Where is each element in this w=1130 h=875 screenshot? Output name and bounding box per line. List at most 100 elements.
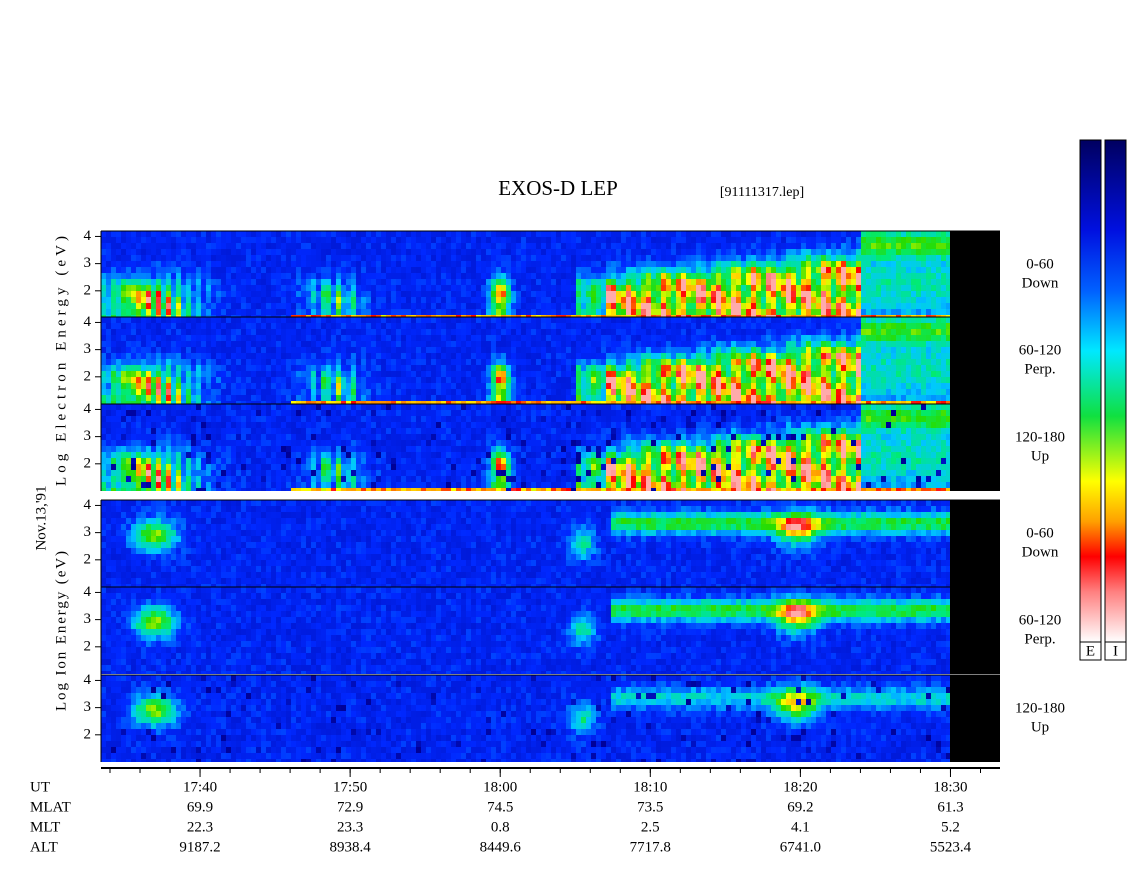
spectrogram-cell	[356, 297, 361, 303]
spectrogram-cell	[171, 389, 176, 395]
spectrogram-cell	[281, 353, 286, 359]
spectrogram-cell	[846, 255, 851, 261]
spectrogram-cell	[821, 261, 826, 267]
spectrogram-cell	[516, 401, 521, 404]
spectrogram-cell	[856, 297, 861, 303]
spectrogram-cell	[511, 237, 516, 243]
spectrogram-cell	[431, 383, 436, 389]
spectrogram-cell	[306, 231, 311, 237]
spectrogram-cell	[631, 309, 636, 315]
spectrogram-cell	[116, 255, 121, 261]
spectrogram-cell	[156, 329, 161, 335]
spectrogram-cell	[161, 329, 166, 335]
spectrogram-cell	[726, 255, 731, 261]
spectrogram-cell	[771, 237, 776, 243]
spectrogram-cell	[356, 303, 361, 309]
spectrogram-cell	[341, 335, 346, 341]
spectrogram-cell	[331, 395, 336, 401]
spectrogram-cell	[471, 329, 476, 335]
spectrogram-cell	[421, 395, 426, 401]
spectrogram-cell	[646, 231, 651, 237]
spectrogram-cell	[311, 291, 316, 297]
spectrogram-cell	[846, 317, 851, 323]
spectrogram-cell	[426, 317, 431, 323]
spectrogram-cell	[181, 231, 186, 237]
spectrogram-cell	[376, 231, 381, 237]
spectrogram-cell	[831, 261, 836, 267]
spectrogram-cell	[811, 347, 816, 353]
spectrogram-cell	[806, 371, 811, 377]
spectrogram-cell	[606, 279, 611, 285]
spectrogram-cell	[871, 353, 876, 359]
spectrogram-cell	[201, 323, 206, 329]
spectrogram-cell	[101, 401, 106, 404]
spectrogram-cell	[931, 285, 936, 291]
spectrogram-cell	[431, 297, 436, 303]
spectrogram-cell	[226, 273, 231, 279]
spectrogram-cell	[611, 303, 616, 309]
spectrogram-cell	[296, 249, 301, 255]
spectrogram-cell	[201, 267, 206, 273]
spectrogram-cell	[281, 309, 286, 315]
spectrogram-cell	[816, 273, 821, 279]
spectrogram-cell	[906, 309, 911, 315]
spectrogram-cell	[331, 365, 336, 371]
spectrogram-cell	[521, 377, 526, 383]
spectrogram-cell	[221, 243, 226, 249]
spectrogram-cell	[556, 377, 561, 383]
spectrogram-cell	[441, 297, 446, 303]
spectrogram-cell	[336, 285, 341, 291]
spectrogram-cell	[871, 297, 876, 303]
spectrogram-cell	[776, 303, 781, 309]
spectrogram-cell	[121, 359, 126, 365]
spectrogram-cell	[736, 285, 741, 291]
spectrogram-cell	[861, 335, 866, 341]
spectrogram-cell	[131, 347, 136, 353]
spectrogram-cell	[191, 389, 196, 395]
spectrogram-cell	[916, 279, 921, 285]
spectrogram-cell	[181, 329, 186, 335]
spectrogram-cell	[161, 341, 166, 347]
spectrogram-cell	[506, 297, 511, 303]
spectrogram-cell	[691, 243, 696, 249]
spectrogram-cell	[861, 353, 866, 359]
spectrogram-cell	[681, 297, 686, 303]
spectrogram-cell	[526, 297, 531, 303]
spectrogram-cell	[636, 261, 641, 267]
spectrogram-cell	[201, 261, 206, 267]
spectrogram-cell	[641, 243, 646, 249]
spectrogram-cell	[866, 341, 871, 347]
spectrogram-cell	[791, 359, 796, 365]
spectrogram-cell	[701, 383, 706, 389]
spectrogram-cell	[791, 371, 796, 377]
spectrogram-cell	[571, 273, 576, 279]
spectrogram-cell	[561, 255, 566, 261]
spectrogram-cell	[396, 365, 401, 371]
spectrogram-cell	[731, 341, 736, 347]
spectrogram-cell	[786, 279, 791, 285]
spectrogram-cell	[176, 365, 181, 371]
spectrogram-cell	[226, 285, 231, 291]
spectrogram-cell	[331, 285, 336, 291]
spectrogram-cell	[406, 285, 411, 291]
spectrogram-cell	[791, 297, 796, 303]
spectrogram-cell	[866, 267, 871, 273]
spectrogram-cell	[581, 303, 586, 309]
spectrogram-cell	[896, 261, 901, 267]
spectrogram-cell	[641, 291, 646, 297]
spectrogram-cell	[571, 389, 576, 395]
spectrogram-cell	[481, 309, 486, 315]
spectrogram-cell	[876, 297, 881, 303]
spectrogram-cell	[226, 395, 231, 401]
spectrogram-cell	[896, 395, 901, 401]
spectrogram-cell	[736, 317, 741, 323]
spectrogram-cell	[441, 309, 446, 315]
spectrogram-cell	[881, 273, 886, 279]
spectrogram-cell	[786, 347, 791, 353]
spectrogram-cell	[136, 347, 141, 353]
spectrogram-cell	[686, 297, 691, 303]
spectrogram-cell	[346, 401, 351, 404]
spectrogram-cell	[856, 279, 861, 285]
spectrogram-cell	[751, 329, 756, 335]
spectrogram-cell	[376, 371, 381, 377]
